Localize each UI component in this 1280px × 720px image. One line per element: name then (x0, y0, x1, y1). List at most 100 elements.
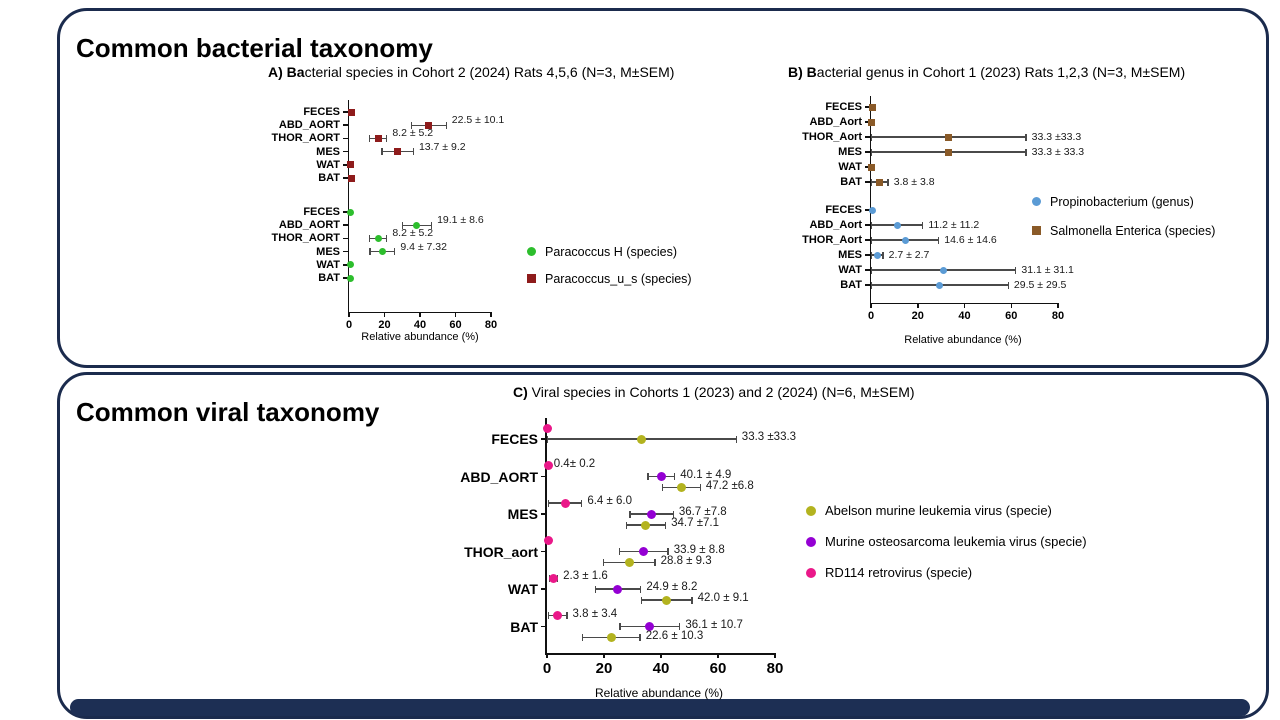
legend-marker-abelson-murine-leukemia-virus-specie (806, 506, 816, 516)
category-label-feces: FECES (303, 106, 340, 118)
legend-label-paracoccus-h-species: Paracoccus H (species) (545, 244, 677, 259)
category-label-bat: BAT (840, 279, 862, 291)
category-label-thor-aort: THOR_aort (464, 543, 538, 560)
y-axis-tick (865, 269, 871, 271)
chart-a-plot-area: 0 20 40 60 80 FECES ABD_AORT 22.5 ± 10.1 THOR_AO… (272, 100, 504, 331)
error-bar-cap (679, 623, 681, 630)
y-axis-tick (343, 177, 349, 179)
x-tick-label: 80 (1051, 310, 1065, 322)
data-point-paracoccus-u-s-species (394, 148, 402, 156)
y-axis-tick (343, 137, 349, 140)
error-bar-cap (412, 148, 414, 156)
data-point-rd114-retrovirus-specie (549, 573, 559, 583)
category-label-thor-aort: THOR_Aort (802, 131, 862, 143)
x-tick-label: 0 (867, 310, 875, 322)
category-label-thor-aort: THOR_Aort (802, 234, 862, 246)
x-axis-tick (419, 312, 421, 317)
error-bar-cap (445, 121, 447, 129)
error-bar-cap (871, 266, 873, 274)
error-bar-cap (566, 612, 568, 619)
x-axis-tick (870, 303, 872, 308)
error-bar-cap (887, 178, 889, 186)
error-bar-cap (662, 484, 664, 491)
error-bar-cap (619, 623, 621, 630)
data-point-paracoccus-h-species (378, 248, 386, 256)
chart-a-title: A) Bacterial species in Cohort 2 (2024) … (268, 64, 674, 80)
error-bar-cap (673, 473, 676, 480)
data-point-salmonella-enterica-species (945, 133, 953, 141)
data-point-abelson-murine-leukemia-virus-specie (624, 558, 634, 567)
x-axis-tick (1010, 303, 1012, 308)
error-bar-cap (368, 134, 371, 142)
chart-a-x-axis-label: Relative abundance (%) (361, 331, 479, 343)
error-bar-cap (672, 510, 674, 518)
chart-b-plot-area: 0 20 40 60 80 FECES ABD_Aort THOR_Aort 33.3 ±33.… (802, 96, 1084, 322)
y-axis-tick (541, 438, 547, 440)
category-label-thor-aort: THOR_AORT (271, 132, 340, 145)
value-label: 22.6 ± 10.3 (645, 629, 704, 642)
x-axis-tick (490, 312, 492, 317)
y-axis-tick (343, 164, 349, 166)
x-axis-tick (454, 312, 457, 317)
data-point-murine-osteosarcoma-leukemia-virus-specie (645, 622, 655, 631)
data-point-murine-osteosarcoma-leukemia-virus-specie (639, 547, 649, 556)
y-axis-tick (343, 277, 349, 279)
category-label-abd-aort: ABD_AORT (278, 119, 340, 132)
category-label-abd-aort: ABD_Aort (809, 116, 862, 128)
error-bar-cap (629, 510, 631, 518)
x-axis-tick (717, 653, 719, 658)
data-point-paracoccus-h-species (374, 234, 382, 242)
y-axis-tick (541, 475, 547, 478)
data-point-paracoccus-h-species (346, 261, 354, 269)
x-tick-label: 80 (766, 660, 784, 677)
error-bar-cap (1025, 148, 1027, 156)
value-label: 28.8 ± 9.3 (660, 554, 712, 567)
data-point-paracoccus-u-s-species (348, 174, 356, 182)
error-bar-cap (640, 596, 643, 604)
error-bar-cap (871, 221, 873, 229)
y-axis-tick (865, 254, 871, 256)
data-point-murine-osteosarcoma-leukemia-virus-specie (656, 472, 666, 481)
x-tick-label: 40 (652, 660, 670, 677)
error-bar-cap (667, 548, 669, 555)
x-axis-tick (603, 653, 605, 658)
y-axis-tick (343, 264, 349, 266)
data-point-rd114-retrovirus-specie (560, 498, 570, 508)
y-axis-tick (541, 550, 547, 553)
error-bar-cap (735, 435, 737, 443)
error-bar-cap (647, 473, 649, 480)
category-label-thor-aort: THOR_AORT (271, 232, 340, 245)
y-axis-tick (343, 237, 349, 240)
y-axis-tick (343, 224, 349, 226)
data-point-propinobacterium-genus (868, 206, 876, 214)
data-point-abelson-murine-leukemia-virus-specie (662, 595, 672, 605)
error-bar-cap (691, 596, 693, 604)
data-point-salmonella-enterica-species (945, 148, 953, 156)
error-bar-cap (871, 178, 873, 186)
error-bar-cap (937, 236, 940, 244)
error-bar-cap (664, 521, 667, 529)
y-axis-tick (865, 136, 871, 138)
value-label: 0.4± 0.2 (553, 457, 596, 470)
viral-panel-title: Common viral taxonomy (76, 397, 380, 428)
data-point-paracoccus-h-species (346, 274, 354, 282)
data-point-propinobacterium-genus (936, 281, 944, 289)
category-label-feces: FECES (825, 204, 862, 216)
bacterial-panel-title: Common bacterial taxonomy (76, 33, 433, 64)
y-axis-tick (343, 250, 349, 253)
error-bar-cap (401, 221, 403, 229)
category-label-feces: FECES (825, 101, 862, 113)
y-axis-tick (865, 239, 871, 241)
chart-c-title-text: Viral species in Cohorts 1 (2023) and 2 … (527, 384, 915, 400)
x-axis-tick (963, 303, 966, 308)
value-label: 40.1 ± 4.9 (680, 468, 732, 481)
data-point-propinobacterium-genus (901, 236, 909, 244)
category-label-mes: MES (838, 146, 862, 158)
error-bar-cap (1015, 266, 1017, 274)
chart-c-plot-area: 0 20 40 60 80 FECES 33.3 ±33.3 ABD_AORT 0.4± 0.2… (460, 418, 796, 677)
data-point-murine-osteosarcoma-leukemia-virus-specie (647, 509, 657, 519)
legend-label-paracoccus-u-s-species: Paracoccus_u_s (species) (545, 271, 692, 286)
error-bar-cap (548, 612, 550, 619)
data-point-rd114-retrovirus-specie (553, 611, 563, 620)
